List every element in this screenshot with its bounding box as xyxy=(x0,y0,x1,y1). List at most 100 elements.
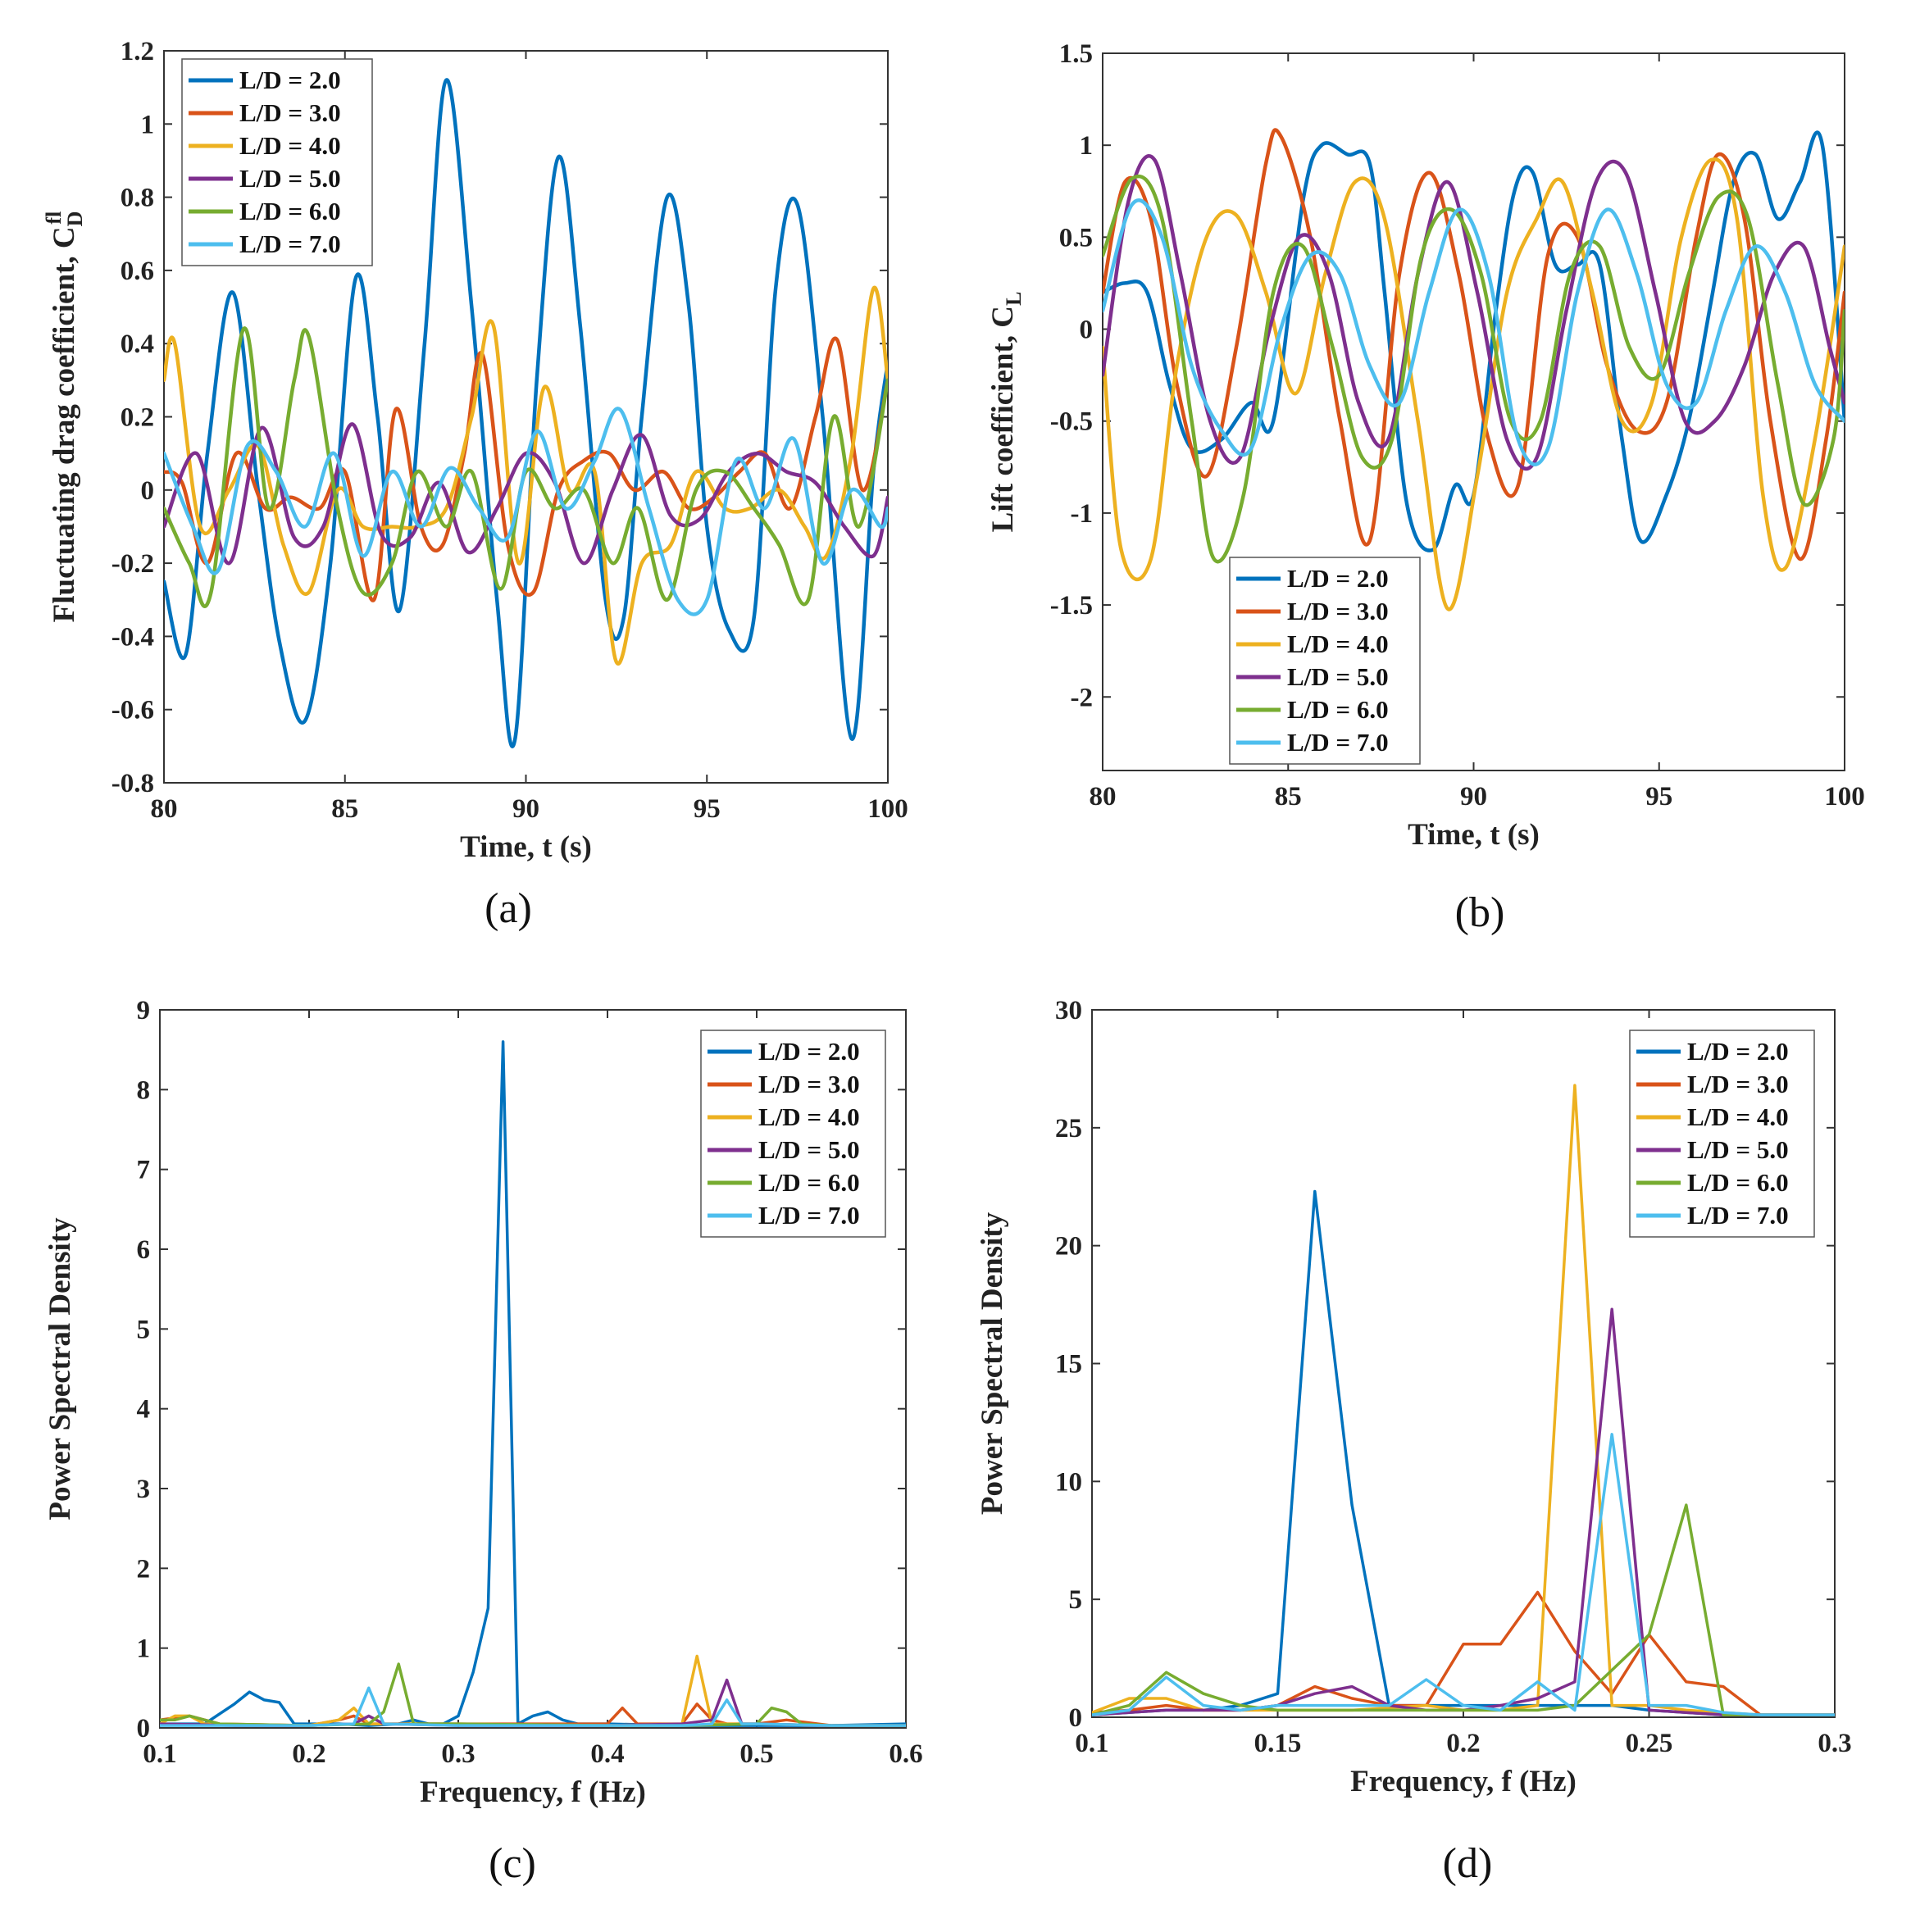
x-tick-label: 0.3 xyxy=(441,1739,475,1769)
legend-label: L/D = 6.0 xyxy=(239,197,341,225)
y-tick-label: 5 xyxy=(137,1315,151,1344)
legend-b: L/D = 2.0 L/D = 3.0 L/D = 4.0 L/D = 5.0 L/D … xyxy=(1229,557,1421,765)
legend-label: L/D = 7.0 xyxy=(1287,728,1389,757)
series-line-a-4 xyxy=(164,422,888,566)
legend-label: L/D = 2.0 xyxy=(239,66,341,94)
x-tick-label: 0.1 xyxy=(1075,1729,1108,1758)
x-tick-label: 95 xyxy=(694,794,721,824)
x-axis-label: Frequency, f (Hz) xyxy=(420,1775,646,1809)
legend-label: L/D = 2.0 xyxy=(1687,1037,1789,1066)
x-tick-label: 90 xyxy=(512,794,539,824)
y-tick-label: 30 xyxy=(1055,996,1082,1025)
y-tick-label: -0.5 xyxy=(1050,407,1093,437)
x-tick-label: 100 xyxy=(867,794,908,824)
legend-label: L/D = 4.0 xyxy=(1687,1102,1789,1131)
panel-caption-b: (b) xyxy=(1455,889,1505,936)
legend-label: L/D = 2.0 xyxy=(1287,564,1389,593)
legend-label: L/D = 3.0 xyxy=(239,98,341,127)
legend-a: L/D = 2.0 L/D = 3.0 L/D = 4.0 L/D = 5.0 L/D … xyxy=(181,58,373,266)
y-tick-label: 20 xyxy=(1055,1232,1082,1261)
y-axis-label: Power Spectral Density xyxy=(43,1217,77,1521)
y-tick-label: 0.5 xyxy=(1059,223,1093,252)
y-tick-label: -0.6 xyxy=(111,696,154,725)
legend-label: L/D = 7.0 xyxy=(758,1201,860,1230)
series-line-a-2 xyxy=(164,336,888,602)
y-tick-label: 0 xyxy=(1069,1703,1083,1733)
y-tick-label: 0.8 xyxy=(121,184,154,213)
x-tick-label: 0.15 xyxy=(1254,1729,1302,1758)
legend-label: L/D = 4.0 xyxy=(239,131,341,160)
legend-label: L/D = 2.0 xyxy=(758,1037,860,1066)
legend-label: L/D = 3.0 xyxy=(1687,1070,1789,1098)
panel-a: 80 85 90 95 100 -0.8 -0.6 -0.4 -0.2 0 0.2 0.4 0.6 0.8… xyxy=(42,37,908,932)
legend-label: L/D = 5.0 xyxy=(758,1135,860,1164)
legend-box xyxy=(181,58,373,266)
y-tick-label: -0.2 xyxy=(111,549,154,579)
series-line-a-5 xyxy=(164,326,888,608)
y-tick-label: 0 xyxy=(137,1714,151,1743)
y-tick-label: 0.6 xyxy=(121,257,154,286)
y-axis-label-text: Lift coefficient, C xyxy=(986,306,1020,532)
legend-label: L/D = 6.0 xyxy=(1687,1168,1789,1197)
y-tick-label: 8 xyxy=(137,1075,151,1105)
series-group-c xyxy=(160,1040,906,1727)
legend-label: L/D = 3.0 xyxy=(1287,597,1389,625)
legend-label: L/D = 5.0 xyxy=(239,164,341,193)
legend-label: L/D = 3.0 xyxy=(758,1070,860,1098)
legend-label: L/D = 6.0 xyxy=(758,1168,860,1197)
legend-box xyxy=(1629,1030,1815,1238)
y-axis-label-subscript: L xyxy=(1002,292,1026,306)
y-tick-label: 7 xyxy=(137,1156,151,1185)
x-tick-label: 0.5 xyxy=(739,1739,773,1769)
y-tick-label: 4 xyxy=(137,1395,151,1425)
y-axis-label-text: Power Spectral Density xyxy=(43,1217,77,1521)
y-tick-label: 0.2 xyxy=(121,403,154,433)
y-tick-label: -1 xyxy=(1071,499,1094,529)
panel-caption-a: (a) xyxy=(485,885,532,932)
y-axis-label: Power Spectral Density xyxy=(976,1211,1009,1515)
panel-caption-d: (d) xyxy=(1443,1840,1493,1887)
y-tick-label: 1.2 xyxy=(121,37,154,66)
series-line-d-6 xyxy=(1092,1433,1835,1716)
y-tick-label: 1.5 xyxy=(1059,39,1093,69)
legend-label: L/D = 5.0 xyxy=(1687,1135,1789,1164)
y-tick-label: -1.5 xyxy=(1050,591,1093,621)
legend-label: L/D = 4.0 xyxy=(758,1102,860,1131)
x-tick-label: 0.2 xyxy=(1446,1729,1480,1758)
legend-d: L/D = 2.0 L/D = 3.0 L/D = 4.0 L/D = 5.0 L/D … xyxy=(1629,1030,1815,1238)
series-group-d xyxy=(1092,1084,1835,1716)
panel-b: 80 85 90 95 100 -2 -1.5 -1 -0.5 0 0.5 1 1.5 Time, t (… xyxy=(986,39,1865,936)
y-axis-label-superscript: fl xyxy=(42,211,66,225)
x-tick-label: 90 xyxy=(1460,782,1487,811)
series-line-c-6 xyxy=(160,1686,906,1727)
x-tick-label: 0.25 xyxy=(1626,1729,1673,1758)
x-axis-label: Time, t (s) xyxy=(1408,818,1540,852)
plot-area-b xyxy=(1102,52,1845,771)
panel-d: 0.1 0.15 0.2 0.25 0.3 0 5 10 15 20 25 30 Frequency, … xyxy=(976,996,1852,1887)
series-line-b-5 xyxy=(1103,174,1845,564)
series-line-d-5 xyxy=(1092,1503,1835,1716)
y-tick-label: 2 xyxy=(137,1554,151,1584)
legend-label: L/D = 5.0 xyxy=(1287,662,1389,691)
y-axis-label-text: Power Spectral Density xyxy=(976,1211,1009,1515)
x-tick-label: 0.4 xyxy=(590,1739,624,1769)
x-tick-label: 100 xyxy=(1824,782,1865,811)
y-tick-label: -0.8 xyxy=(111,769,154,798)
x-tick-label: 85 xyxy=(331,794,358,824)
legend-box xyxy=(1229,557,1421,765)
y-tick-label: 0 xyxy=(141,476,155,506)
y-axis-label-text: Fluctuating drag coefficient, C xyxy=(48,226,81,622)
legend-label: L/D = 7.0 xyxy=(239,230,341,258)
y-tick-label: 3 xyxy=(137,1475,151,1504)
series-group-b xyxy=(1103,128,1845,611)
x-tick-label: 0.1 xyxy=(143,1739,176,1769)
legend-label: L/D = 7.0 xyxy=(1687,1201,1789,1230)
x-tick-label: 0.3 xyxy=(1818,1729,1851,1758)
y-tick-label: 1 xyxy=(1080,131,1094,161)
y-tick-label: 0 xyxy=(1080,316,1094,345)
y-tick-label: 0.4 xyxy=(121,330,154,359)
y-tick-label: -0.4 xyxy=(111,622,154,652)
x-axis-label: Time, t (s) xyxy=(460,830,592,864)
y-axis-label: Fluctuating drag coefficient, CDfl xyxy=(42,211,87,623)
y-tick-label: 15 xyxy=(1055,1350,1082,1380)
